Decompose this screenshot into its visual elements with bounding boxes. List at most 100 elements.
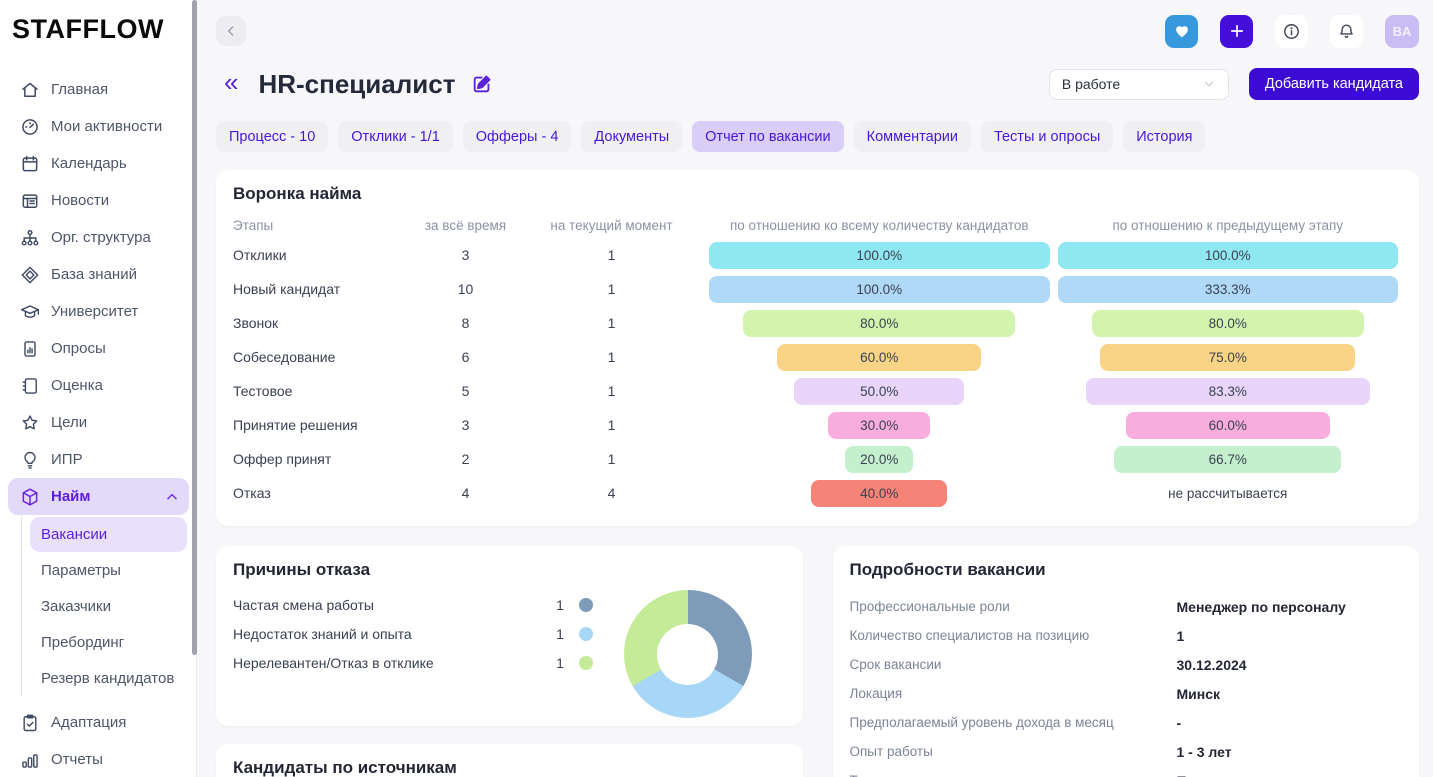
sidebar-item-home[interactable]: Главная — [8, 71, 189, 108]
sidebar-item-news[interactable]: Новости — [8, 182, 189, 219]
sidebar-item-label: Орг. структура — [51, 229, 151, 246]
main-content: BA « HR-специалист В работе Добавить кан… — [197, 0, 1433, 777]
funnel-col-current: на текущий момент — [550, 217, 673, 233]
tab-history[interactable]: История — [1123, 121, 1206, 152]
subnav-item-parameters[interactable]: Параметры — [41, 562, 121, 579]
lightbulb-icon — [20, 450, 40, 470]
funnel-bar: 40.0% — [811, 479, 948, 507]
app-logo: STAFFLOW — [12, 14, 164, 44]
sidebar-item-idp[interactable]: ИПР — [8, 441, 189, 478]
tab-offers[interactable]: Офферы - 4 — [462, 121, 572, 152]
status-select[interactable]: В работе — [1048, 68, 1229, 100]
collapse-double-chevron-icon[interactable]: « — [224, 67, 239, 97]
subnav-item-candidate-reserve[interactable]: Резерв кандидатов — [41, 670, 175, 687]
add-button[interactable] — [1220, 14, 1253, 48]
page-title: HR-специалист — [258, 68, 456, 99]
rejection-title: Причины отказа — [233, 560, 371, 579]
vacancy-detail-row: Профессиональные роли Менеджер по персон… — [849, 598, 1346, 615]
funnel-col-overall: по отношению ко всему количеству кандида… — [729, 217, 1029, 233]
back-button[interactable] — [216, 16, 246, 46]
add-candidate-button[interactable]: Добавить кандидата — [1248, 68, 1419, 100]
sidebar-item-org-structure[interactable]: Орг. структура — [8, 219, 189, 256]
tab-documents[interactable]: Документы — [581, 121, 683, 152]
sidebar-item-reports[interactable]: Отчеты — [8, 741, 189, 777]
funnel-bar: 100.0% — [1057, 241, 1398, 269]
tab-vacancy-report[interactable]: Отчет по вакансии — [692, 121, 844, 152]
sidebar-item-university[interactable]: Университет — [8, 293, 189, 330]
sidebar-item-surveys[interactable]: Опросы — [8, 330, 189, 367]
tab-tests-surveys[interactable]: Тесты и опросы — [980, 121, 1114, 152]
vacancy-detail-row: Срок вакансии 30.12.2024 — [849, 656, 1247, 673]
org-chart-icon — [20, 228, 40, 248]
topbar-actions: BA — [1165, 14, 1419, 48]
funnel-bar: 50.0% — [794, 377, 965, 405]
sidebar-item-label: Опросы — [51, 340, 106, 357]
legend-dot — [579, 626, 593, 641]
star-icon — [20, 413, 40, 433]
sidebar-item-knowledge-base[interactable]: База знаний — [8, 256, 189, 293]
sidebar-item-label: База знаний — [51, 266, 137, 283]
funnel-bar: 333.3% — [1057, 275, 1398, 303]
diamond-icon — [20, 265, 40, 285]
page-header: « HR-специалист В работе Добавить кандид… — [216, 64, 1419, 104]
vacancy-detail-row: Опыт работы 1 - 3 лет — [849, 743, 1232, 760]
sidebar-item-label: Найм — [51, 488, 91, 505]
funnel-bar: 80.0% — [1091, 309, 1364, 337]
funnel-bar: 100.0% — [709, 241, 1050, 269]
sidebar-item-label: Адаптация — [51, 714, 127, 731]
funnel-row: Принятие решения 3 1 30.0% 60.0% — [233, 408, 1402, 442]
tab-process[interactable]: Процесс - 10 — [216, 121, 329, 152]
sidebar-item-calendar[interactable]: Календарь — [8, 145, 189, 182]
rejection-reasons-card: Причины отказа Частая смена работы 1 Нед… — [216, 546, 803, 726]
info-button[interactable] — [1275, 14, 1308, 48]
hiring-funnel-card: Воронка найма Этапы за всё время на теку… — [216, 170, 1419, 526]
tab-comments[interactable]: Комментарии — [853, 121, 971, 152]
edit-title-icon[interactable] — [471, 73, 493, 95]
vacancy-detail-row: Тип занятости Полная занятость — [850, 766, 1403, 777]
sidebar-item-label: Отчеты — [51, 751, 103, 768]
funnel-bar: 60.0% — [777, 343, 982, 371]
funnel-row: Собеседование 6 1 60.0% 75.0% — [233, 340, 1402, 374]
funnel-bar: 83.3% — [1085, 377, 1370, 405]
legend-item: Недостаток знаний и опыта 1 — [233, 619, 593, 648]
candidates-by-sources-card: Кандидаты по источникам — [216, 744, 803, 777]
sidebar-scrollbar[interactable] — [192, 0, 197, 655]
sidebar-item-label: Мои активности — [51, 118, 163, 135]
funnel-bar: 75.0% — [1100, 343, 1356, 371]
sidebar-nav: Главная Мои активности Календарь Новости… — [8, 71, 196, 777]
funnel-bar: 80.0% — [743, 309, 1016, 337]
sidebar-item-label: Университет — [51, 303, 139, 320]
sidebar-item-hiring[interactable]: Найм — [8, 478, 189, 515]
subnav-item-customers[interactable]: Заказчики — [41, 598, 111, 615]
sidebar-item-assessment[interactable]: Оценка — [8, 367, 189, 404]
funnel-col-previous: по отношению к предыдущему этапу — [1112, 217, 1344, 233]
notifications-button[interactable] — [1330, 14, 1363, 48]
sidebar-item-goals[interactable]: Цели — [8, 404, 189, 441]
user-avatar[interactable]: BA — [1385, 14, 1419, 48]
rejection-donut-chart — [623, 590, 752, 718]
bar-chart-icon — [20, 750, 40, 770]
favorites-button[interactable] — [1165, 14, 1198, 48]
cube-icon — [20, 487, 40, 507]
sidebar-item-label: Цели — [51, 414, 88, 431]
subnav-item-vacancies[interactable]: Вакансии — [30, 517, 187, 552]
status-select-value: В работе — [1061, 76, 1121, 92]
vacancy-detail-row: Предполагаемый уровень дохода в месяц - — [849, 714, 1182, 731]
legend-dot — [579, 597, 593, 612]
tab-responses[interactable]: Отклики - 1/1 — [338, 121, 453, 152]
funnel-row: Новый кандидат 10 1 100.0% 333.3% — [233, 272, 1402, 306]
legend-item: Нерелевантен/Отказ в отклике 1 — [233, 648, 593, 677]
sidebar-item-adaptation[interactable]: Адаптация — [8, 704, 189, 741]
graduation-cap-icon — [20, 302, 40, 322]
funnel-col-alltime: за всё время — [424, 217, 507, 233]
home-icon — [20, 80, 40, 100]
sources-title: Кандидаты по источникам — [233, 758, 457, 777]
subnav-item-preboarding[interactable]: Пребординг — [41, 634, 125, 651]
vacancy-detail-row: Локация Минск — [849, 685, 1221, 702]
funnel-bar: 60.0% — [1125, 411, 1330, 439]
gauge-icon — [20, 117, 40, 137]
funnel-row: Отказ 4 4 40.0% не рассчитывается — [233, 476, 1402, 510]
sidebar-item-activities[interactable]: Мои активности — [8, 108, 189, 145]
rejection-legend: Частая смена работы 1 Недостаток знаний … — [233, 590, 593, 677]
funnel-title: Воронка найма — [233, 184, 362, 203]
